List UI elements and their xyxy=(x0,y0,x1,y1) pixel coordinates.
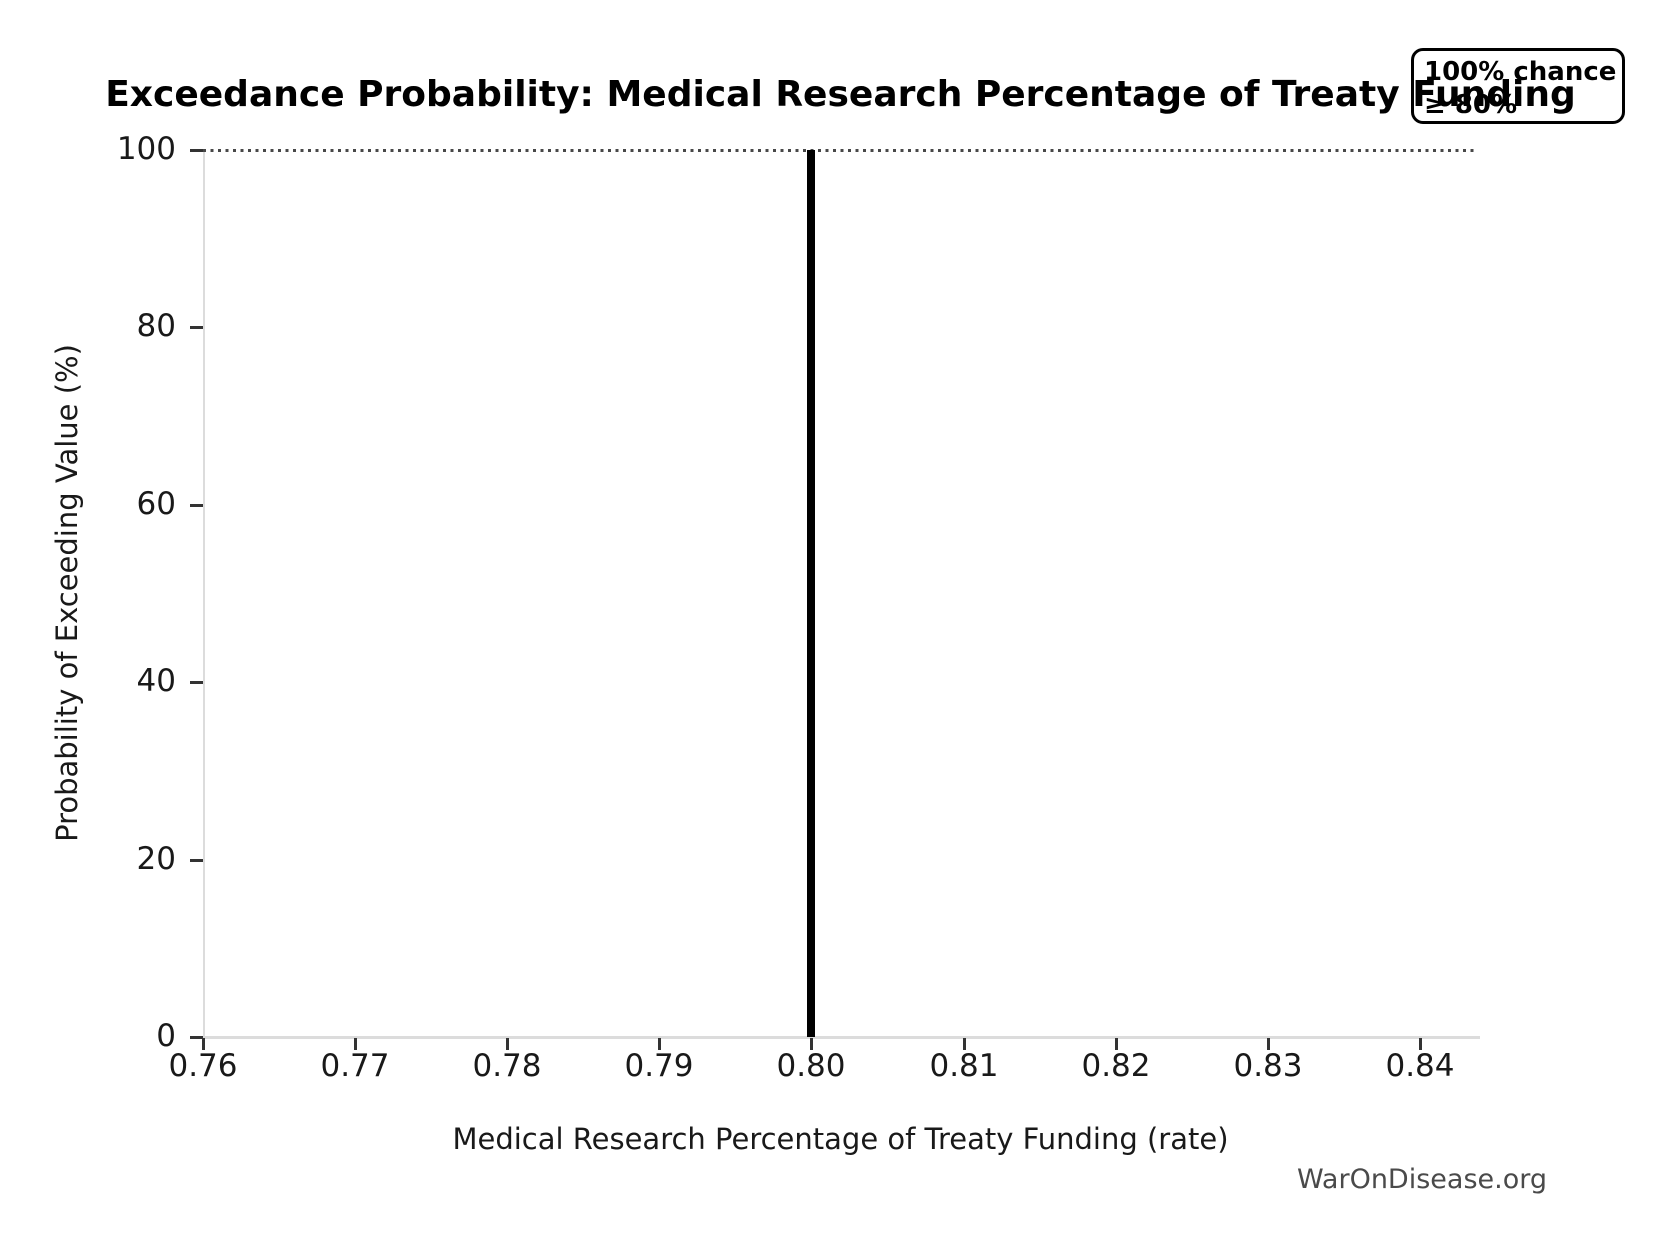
x-tick-label: 0.76 xyxy=(168,1048,238,1084)
x-tick-mark xyxy=(354,1038,357,1050)
y-tick-mark xyxy=(190,1036,203,1039)
y-tick-label: 20 xyxy=(136,841,176,877)
y-tick-mark xyxy=(190,504,203,507)
x-tick-mark xyxy=(658,1038,661,1050)
x-tick-mark xyxy=(1115,1038,1118,1050)
y-tick-label: 80 xyxy=(136,308,176,344)
annotation-line1: 100% chance xyxy=(1424,57,1617,87)
exceedance-step-line xyxy=(807,150,815,1037)
y-axis-spine xyxy=(203,150,205,1038)
y-tick-mark xyxy=(190,859,203,862)
x-tick-label: 0.77 xyxy=(320,1048,390,1084)
x-tick-label: 0.81 xyxy=(929,1048,999,1084)
x-tick-mark xyxy=(963,1038,966,1050)
watermark: WarOnDisease.org xyxy=(1296,1164,1547,1195)
x-axis-label: Medical Research Percentage of Treaty Fu… xyxy=(452,1122,1229,1156)
y-tick-label: 60 xyxy=(136,486,176,522)
x-tick-mark xyxy=(202,1038,205,1050)
y-tick-mark xyxy=(190,149,203,152)
annotation-line2: ≥ 80% xyxy=(1424,90,1518,120)
y-tick-label: 40 xyxy=(136,663,176,699)
reference-dotted-line-100pct xyxy=(203,149,1478,152)
y-axis-label: Probability of Exceeding Value (%) xyxy=(50,344,84,842)
annotation-box: 100% chance ≥ 80% xyxy=(1411,48,1625,124)
x-axis-spine xyxy=(203,1036,1480,1039)
x-tick-mark xyxy=(506,1038,509,1050)
x-tick-label: 0.80 xyxy=(776,1048,846,1084)
x-tick-label: 0.82 xyxy=(1081,1048,1151,1084)
x-tick-label: 0.84 xyxy=(1385,1048,1455,1084)
x-tick-label: 0.79 xyxy=(624,1048,694,1084)
y-tick-mark xyxy=(190,681,203,684)
x-tick-mark xyxy=(810,1038,813,1050)
x-tick-label: 0.78 xyxy=(472,1048,542,1084)
y-tick-mark xyxy=(190,326,203,329)
x-tick-mark xyxy=(1419,1038,1422,1050)
chart-title: Exceedance Probability: Medical Research… xyxy=(105,74,1576,115)
x-tick-mark xyxy=(1267,1038,1270,1050)
y-tick-label: 0 xyxy=(156,1018,176,1054)
y-tick-label: 100 xyxy=(116,131,176,167)
x-tick-label: 0.83 xyxy=(1233,1048,1303,1084)
